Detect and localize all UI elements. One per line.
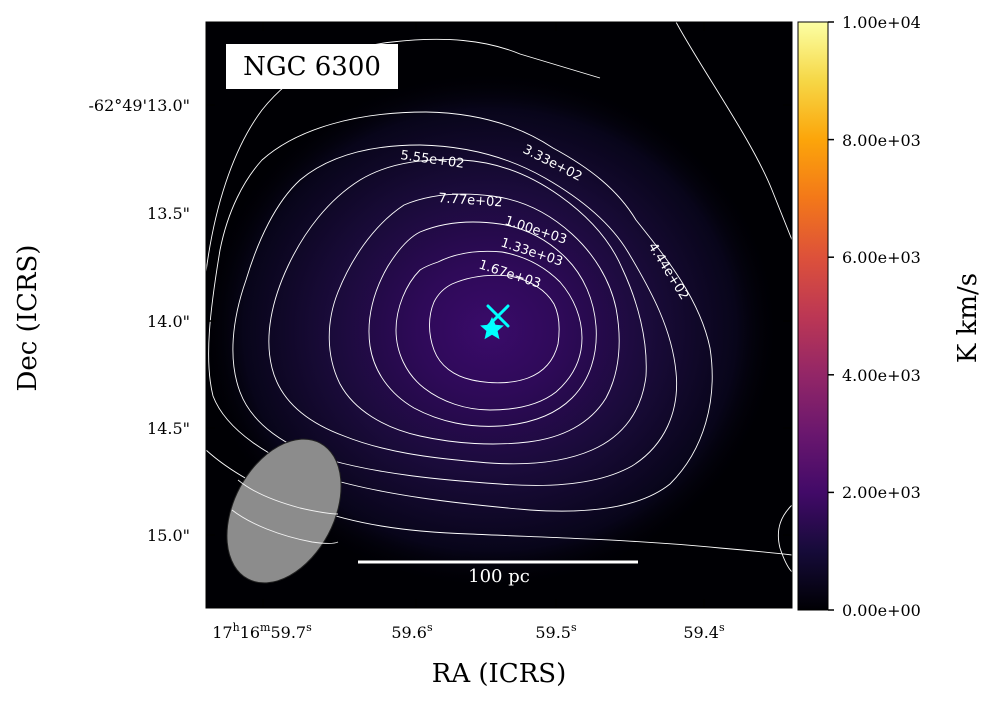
x-tick-label-2: 59.5s [535,621,577,642]
scalebar-label: 100 pc [468,566,530,587]
x-tick-label-0: 17h16m59.7s [212,621,312,642]
colorbar-tick-label-1: 2.00e+03 [842,483,921,502]
y-tick-label-3: 14.5" [147,419,190,438]
x-tick-label-1: 59.6s [391,621,433,642]
beam-ellipse [226,438,342,584]
star-marker [480,317,504,340]
y-tick-label-0: -62°49'13.0" [88,96,190,115]
x-ticks [262,22,705,608]
contour-333 [208,111,713,512]
colorbar-title: K km/s [953,273,983,363]
contour-1330 [395,250,583,411]
colorbar-tick-label-2: 4.00e+03 [842,366,921,385]
contour-555 [268,159,647,465]
title-box [226,44,398,89]
colorbar-tick-label-3: 6.00e+03 [842,248,921,267]
colorbar: 0.00e+00 2.00e+03 4.00e+03 6.00e+03 8.00… [797,13,983,620]
contour-label-777: 7.77e+02 [438,191,503,210]
x-tick-label-3: 59.4s [683,621,725,642]
contour-1000 [368,221,597,427]
colorbar-gradient [797,21,829,611]
colorbar-ticks [828,21,834,611]
contour-1670 [429,274,560,384]
x-axis-title: RA (ICRS) [432,659,566,689]
map-frame [205,21,793,609]
y-tick-label-1: 13.5" [147,204,190,223]
y-tick-label-4: 15.0" [147,526,190,545]
contour-777 [328,193,620,445]
map-panel: 3.33e+02 4.44e+02 5.55e+02 7.77e+02 1.00… [13,21,793,689]
y-ticks [206,104,792,536]
y-tick-label-2: 14.0" [147,312,190,331]
contour-444 [232,144,678,486]
colorbar-tick-label-5: 1.00e+04 [842,13,921,32]
beam-contour-overlay [231,479,339,544]
contour-line-outer-1b [675,22,792,241]
y-axis-title: Dec (ICRS) [13,245,43,392]
colorbar-tick-label-0: 0.00e+00 [842,601,921,620]
chart-title: NGC 6300 [243,52,381,82]
contour-line-right [777,504,792,573]
colorbar-tick-label-4: 8.00e+03 [842,131,921,150]
